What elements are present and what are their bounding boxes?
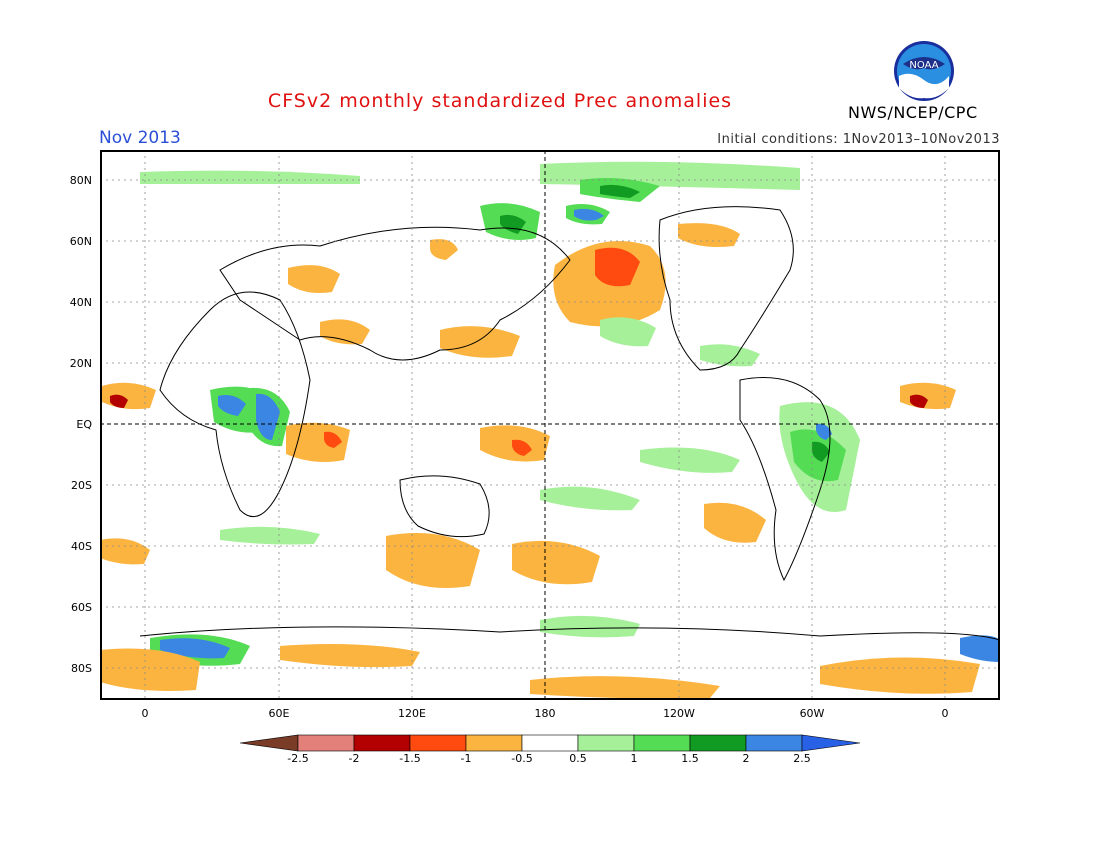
anomaly-shading xyxy=(100,161,1000,699)
lon-label-120e: 120E xyxy=(398,707,426,720)
noaa-logo: NOAA xyxy=(894,41,954,101)
colorbar-segment xyxy=(409,734,467,752)
lat-label-80s: 80S xyxy=(71,662,92,675)
lon-label-180: 180 xyxy=(534,707,556,720)
lat-label-80n: 80N xyxy=(69,174,92,187)
lat-label-20n: 20N xyxy=(69,357,92,370)
lat-label-40n: 40N xyxy=(69,296,92,309)
colorbar-segment xyxy=(297,734,355,752)
graticule xyxy=(100,150,1000,700)
colorbar-label-1: 1 xyxy=(630,752,638,765)
colorbar-label-0-5: 0.5 xyxy=(569,752,587,765)
colorbar-segment xyxy=(521,734,579,752)
precip-anomaly-map xyxy=(100,150,1000,700)
colorbar-segment xyxy=(353,734,411,752)
colorbar-label-m0-5: -0.5 xyxy=(511,752,533,765)
coastlines xyxy=(139,206,1000,641)
colorbar-segment xyxy=(745,734,803,752)
colorbar-segment xyxy=(633,734,691,752)
lat-label-60n: 60N xyxy=(69,235,92,248)
colorbar-label-2-5: 2.5 xyxy=(793,752,811,765)
reference-lines xyxy=(100,150,1000,700)
lat-label-60s: 60S xyxy=(71,601,92,614)
lon-label-0-right: 0 xyxy=(941,707,949,720)
agency-label: NWS/NCEP/CPC xyxy=(848,103,978,122)
initial-conditions-label: Initial conditions: 1Nov2013–10Nov2013 xyxy=(717,132,1000,147)
lat-label-20s: 20S xyxy=(71,479,92,492)
month-label: Nov 2013 xyxy=(99,128,181,148)
colorbar-segment xyxy=(465,734,523,752)
colorbar-label-1-5: 1.5 xyxy=(681,752,699,765)
lon-label-60w: 60W xyxy=(799,707,825,720)
logo-text: NOAA xyxy=(909,60,938,71)
colorbar-label-m2: -2 xyxy=(348,752,360,765)
colorbar-label-m2-5: -2.5 xyxy=(287,752,309,765)
lon-label-60e: 60E xyxy=(268,707,290,720)
page-title: CFSv2 monthly standardized Prec anomalie… xyxy=(267,90,733,112)
lat-label-eq: EQ xyxy=(76,418,92,431)
lon-label-0-left: 0 xyxy=(141,707,149,720)
colorbar-label-m1: -1 xyxy=(460,752,472,765)
colorbar xyxy=(240,734,860,752)
colorbar-label-2: 2 xyxy=(742,752,750,765)
colorbar-segment xyxy=(577,734,635,752)
colorbar-label-m1-5: -1.5 xyxy=(399,752,421,765)
colorbar-segment xyxy=(689,734,747,752)
lon-label-120w: 120W xyxy=(663,707,695,720)
colorbar-arrow-right xyxy=(801,734,860,752)
lat-label-40s: 40S xyxy=(71,540,92,553)
colorbar-arrow-left xyxy=(240,734,299,752)
